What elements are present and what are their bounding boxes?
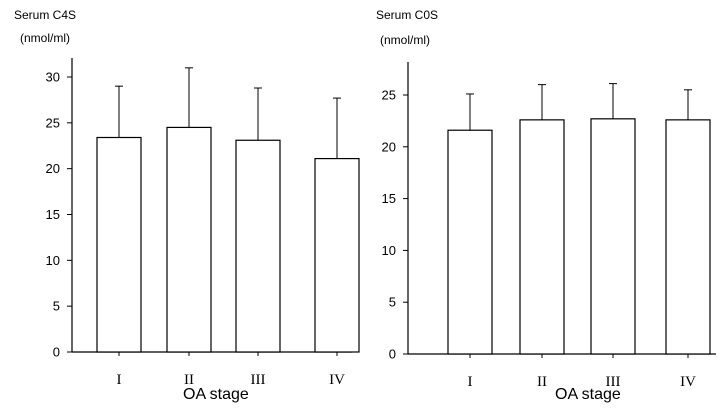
x-axis-label: OA stage xyxy=(183,386,249,403)
x-tick-label: III xyxy=(606,374,621,390)
bar xyxy=(96,136,142,353)
x-tick-label: I xyxy=(468,374,473,390)
x-axis-label: OA stage xyxy=(555,386,621,403)
chart-serum-c0s: Serum C0S (nmol/ml) 0 5 10 15 20 25 I II III IV O… xyxy=(360,0,720,412)
bar xyxy=(166,126,212,353)
bar xyxy=(314,157,360,353)
x-tick-label: I xyxy=(117,372,122,388)
bar xyxy=(590,118,636,355)
y-tick-label: 0 xyxy=(389,347,396,362)
y-tick-label: 5 xyxy=(389,295,396,310)
x-tick-label: II xyxy=(537,374,547,390)
y-tick-label: 20 xyxy=(382,139,396,154)
y-axis-label-line1: Serum C0S xyxy=(376,8,439,22)
y-tick-label: 30 xyxy=(46,70,60,85)
bar xyxy=(519,119,565,355)
x-tick-label: III xyxy=(251,372,266,388)
y-tick-label: 25 xyxy=(46,115,60,130)
chart-serum-c4s: Serum C4S (nmol/ml) 0 5 10 15 20 25 30 I II III IV… xyxy=(14,8,360,403)
y-tick-label: 15 xyxy=(382,191,396,206)
x-tick-label: II xyxy=(184,372,194,388)
x-tick-label: IV xyxy=(329,372,345,388)
bar xyxy=(665,119,711,355)
y-tick-label: 10 xyxy=(382,243,396,258)
y-tick-label: 10 xyxy=(46,253,60,268)
y-tick-label: 15 xyxy=(46,207,60,222)
y-tick-label: 20 xyxy=(46,161,60,176)
y-tick-label: 25 xyxy=(382,88,396,103)
y-axis-label-line1: Serum C4S xyxy=(14,8,77,22)
y-tick-label: 5 xyxy=(53,299,60,314)
x-tick-label: IV xyxy=(680,374,696,390)
bar xyxy=(447,129,493,355)
y-tick-label: 0 xyxy=(53,345,60,360)
y-axis-label-line2: (nmol/ml) xyxy=(20,31,70,45)
y-axis-label-line2: (nmol/ml) xyxy=(380,33,430,47)
bar xyxy=(235,139,281,353)
